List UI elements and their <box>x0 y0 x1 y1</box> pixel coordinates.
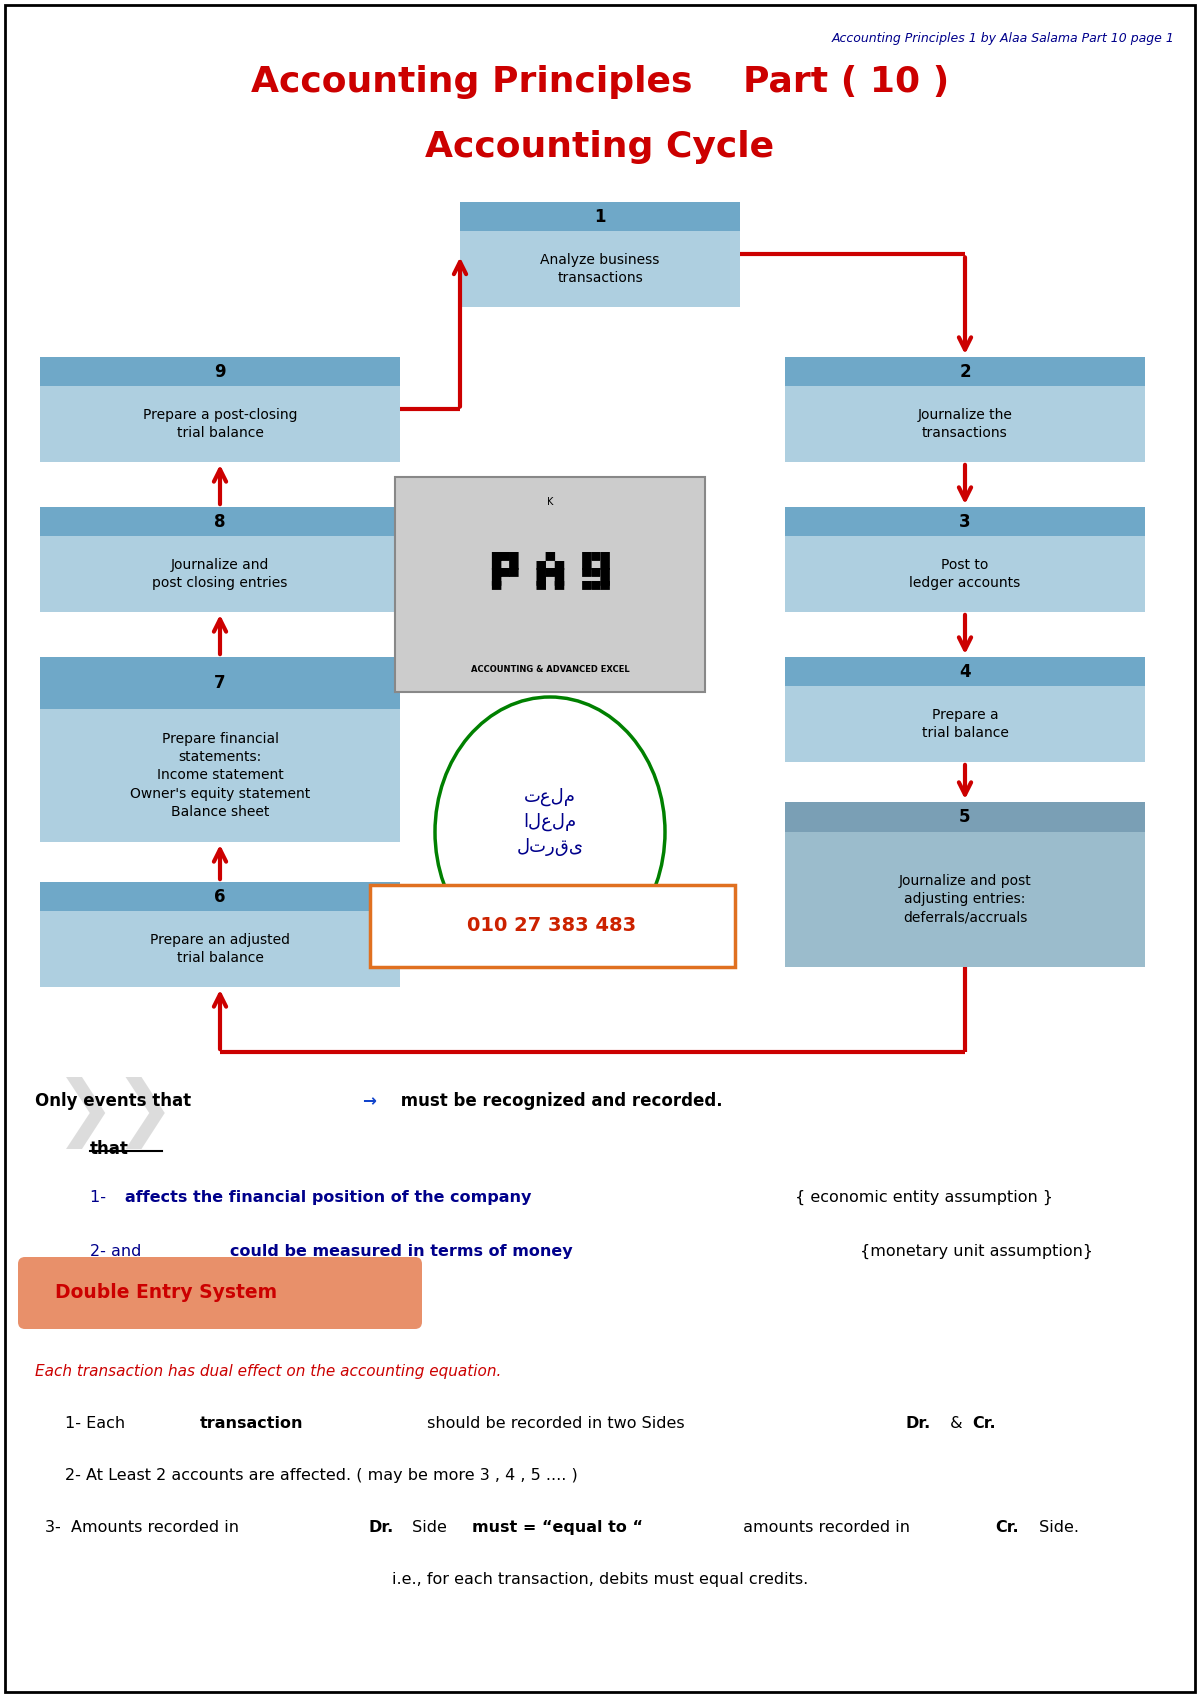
FancyBboxPatch shape <box>785 657 1145 686</box>
Text: Side: Side <box>407 1521 452 1536</box>
FancyBboxPatch shape <box>40 356 400 387</box>
Text: amounts recorded in: amounts recorded in <box>738 1521 916 1536</box>
Text: Journalize the
transactions: Journalize the transactions <box>918 407 1013 441</box>
FancyBboxPatch shape <box>785 686 1145 762</box>
FancyBboxPatch shape <box>785 536 1145 613</box>
Text: Prepare a post-closing
trial balance: Prepare a post-closing trial balance <box>143 407 298 441</box>
Text: 8: 8 <box>215 512 226 531</box>
Text: Journalize and
post closing entries: Journalize and post closing entries <box>152 558 288 591</box>
Text: &: & <box>946 1415 967 1431</box>
FancyBboxPatch shape <box>40 387 400 462</box>
FancyBboxPatch shape <box>40 709 400 842</box>
Text: 3: 3 <box>959 512 971 531</box>
FancyBboxPatch shape <box>785 387 1145 462</box>
Text: 2: 2 <box>959 363 971 380</box>
Text: K: K <box>547 497 553 507</box>
Text: Prepare a
trial balance: Prepare a trial balance <box>922 708 1008 740</box>
Text: 2- and: 2- and <box>90 1244 146 1259</box>
FancyBboxPatch shape <box>785 803 1145 832</box>
Text: 1- Each: 1- Each <box>65 1415 131 1431</box>
Text: 5: 5 <box>959 808 971 826</box>
FancyBboxPatch shape <box>40 657 400 709</box>
Text: that: that <box>90 1140 128 1157</box>
FancyBboxPatch shape <box>370 886 734 967</box>
Text: transaction: transaction <box>200 1415 304 1431</box>
Text: Prepare an adjusted
trial balance: Prepare an adjusted trial balance <box>150 933 290 966</box>
Text: Only events that: Only events that <box>35 1091 197 1110</box>
Text: 7: 7 <box>214 674 226 692</box>
Text: Cr.: Cr. <box>972 1415 996 1431</box>
Text: {monetary unit assumption}: {monetary unit assumption} <box>856 1244 1093 1259</box>
Text: Accounting Cycle: Accounting Cycle <box>426 131 774 165</box>
FancyBboxPatch shape <box>18 1257 422 1329</box>
FancyBboxPatch shape <box>785 832 1145 967</box>
FancyBboxPatch shape <box>460 202 740 231</box>
Text: Post to
ledger accounts: Post to ledger accounts <box>910 558 1021 591</box>
FancyBboxPatch shape <box>40 911 400 988</box>
Text: 2- At Least 2 accounts are affected. ( may be more 3 , 4 , 5 .... ): 2- At Least 2 accounts are affected. ( m… <box>65 1468 577 1483</box>
Text: Accounting Principles 1 by Alaa Salama Part 10 page 1: Accounting Principles 1 by Alaa Salama P… <box>832 32 1175 46</box>
FancyBboxPatch shape <box>40 507 400 536</box>
Text: 3-  Amounts recorded in: 3- Amounts recorded in <box>46 1521 244 1536</box>
FancyBboxPatch shape <box>395 477 706 692</box>
Text: should be recorded in two Sides: should be recorded in two Sides <box>422 1415 690 1431</box>
Text: 1-: 1- <box>90 1190 112 1205</box>
Text: تعلم
العلم
لترقى: تعلم العلم لترقى <box>516 787 583 857</box>
Text: Dr.: Dr. <box>905 1415 930 1431</box>
Text: 6: 6 <box>215 888 226 906</box>
Text: must = “equal to “: must = “equal to “ <box>472 1521 643 1536</box>
Text: Accounting Principles    Part ( 10 ): Accounting Principles Part ( 10 ) <box>251 64 949 98</box>
Text: █▀█  ▄▀▄  █▀█
█▀▀  █▀█  ▀▀█
▀    ▀ ▀  ▀▀▀: █▀█ ▄▀▄ █▀█ █▀▀ █▀█ ▀▀█ ▀ ▀ ▀ ▀▀▀ <box>491 552 610 597</box>
Text: must be recognized and recorded.: must be recognized and recorded. <box>395 1091 722 1110</box>
FancyBboxPatch shape <box>785 507 1145 536</box>
Text: Cr.: Cr. <box>995 1521 1019 1536</box>
Text: Side.: Side. <box>1034 1521 1079 1536</box>
Text: Dr.: Dr. <box>368 1521 394 1536</box>
FancyBboxPatch shape <box>40 536 400 613</box>
Text: Double Entry System: Double Entry System <box>55 1283 277 1303</box>
FancyBboxPatch shape <box>460 231 740 307</box>
Text: Each transaction has dual effect on the accounting equation.: Each transaction has dual effect on the … <box>35 1364 502 1380</box>
Text: 4: 4 <box>959 664 971 680</box>
Text: 9: 9 <box>214 363 226 380</box>
FancyBboxPatch shape <box>40 882 400 911</box>
Text: i.e., for each transaction, debits must equal credits.: i.e., for each transaction, debits must … <box>392 1571 808 1587</box>
Text: Journalize and post
adjusting entries:
deferrals/accruals: Journalize and post adjusting entries: d… <box>899 874 1031 925</box>
Text: ACCOUNTING & ADVANCED EXCEL: ACCOUNTING & ADVANCED EXCEL <box>470 665 629 674</box>
Text: 1: 1 <box>594 207 606 226</box>
Text: Analyze business
transactions: Analyze business transactions <box>540 253 660 285</box>
Text: →: → <box>362 1091 376 1110</box>
Text: could be measured in terms of money: could be measured in terms of money <box>230 1244 572 1259</box>
Text: affects the financial position of the company: affects the financial position of the co… <box>125 1190 532 1205</box>
Text: { economic entity assumption }: { economic entity assumption } <box>790 1190 1054 1205</box>
Text: 010 27 383 483: 010 27 383 483 <box>468 916 636 935</box>
Text: ❯❯: ❯❯ <box>55 1078 176 1149</box>
FancyBboxPatch shape <box>785 356 1145 387</box>
Text: Prepare financial
statements:
Income statement
Owner's equity statement
Balance : Prepare financial statements: Income sta… <box>130 731 310 820</box>
